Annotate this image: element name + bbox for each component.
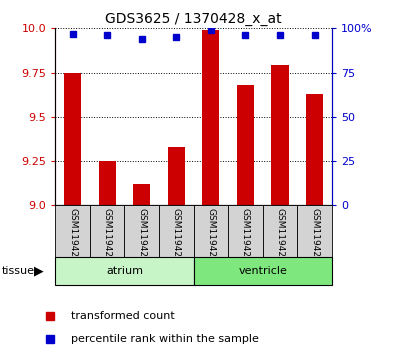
Bar bbox=[124, 205, 159, 257]
Text: GSM119428: GSM119428 bbox=[275, 208, 284, 263]
Bar bbox=[55, 257, 194, 285]
Text: GSM119429: GSM119429 bbox=[310, 208, 319, 263]
Bar bbox=[133, 184, 150, 205]
Bar bbox=[55, 205, 90, 257]
Text: percentile rank within the sample: percentile rank within the sample bbox=[71, 334, 259, 344]
Bar bbox=[202, 30, 220, 205]
Text: ventricle: ventricle bbox=[238, 266, 287, 276]
Bar bbox=[228, 205, 263, 257]
Text: transformed count: transformed count bbox=[71, 311, 175, 321]
Text: GSM119424: GSM119424 bbox=[137, 208, 146, 263]
Bar bbox=[64, 73, 81, 205]
Bar bbox=[306, 94, 323, 205]
Text: GSM119425: GSM119425 bbox=[172, 208, 181, 263]
Text: GSM119426: GSM119426 bbox=[206, 208, 215, 263]
Text: ▶: ▶ bbox=[34, 264, 43, 277]
Bar bbox=[167, 147, 185, 205]
Bar bbox=[263, 205, 297, 257]
Text: atrium: atrium bbox=[106, 266, 143, 276]
Bar bbox=[194, 257, 332, 285]
Title: GDS3625 / 1370428_x_at: GDS3625 / 1370428_x_at bbox=[105, 12, 282, 26]
Bar bbox=[159, 205, 194, 257]
Bar bbox=[194, 205, 228, 257]
Bar bbox=[237, 85, 254, 205]
Bar bbox=[297, 205, 332, 257]
Text: GSM119427: GSM119427 bbox=[241, 208, 250, 263]
Text: GSM119422: GSM119422 bbox=[68, 208, 77, 263]
Bar bbox=[271, 65, 289, 205]
Text: GSM119423: GSM119423 bbox=[103, 208, 112, 263]
Bar bbox=[98, 161, 116, 205]
Bar bbox=[90, 205, 124, 257]
Text: tissue: tissue bbox=[2, 266, 35, 276]
